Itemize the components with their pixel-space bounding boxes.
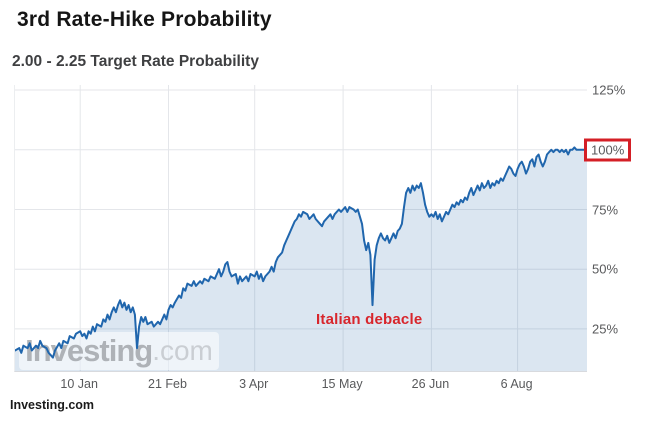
y-axis-label-100-highlighted: 100% <box>584 138 632 162</box>
y-axis-label-75: 75% <box>592 202 619 217</box>
x-axis-label-15-may: 15 May <box>321 377 363 391</box>
chart-subtitle: 2.00 - 2.25 Target Rate Probability <box>12 53 259 70</box>
chart-grid-and-fill <box>15 85 587 371</box>
x-axis-label-6-aug: 6 Aug <box>500 377 533 391</box>
annotation-italian-debacle: Italian debacle <box>316 311 423 328</box>
source-label: Investing.com <box>10 398 95 412</box>
x-axis-label-21-feb: 21 Feb <box>148 377 187 391</box>
y-axis-label-125: 125% <box>592 82 626 98</box>
plot-area: Investing .com Italian debacle <box>14 85 587 372</box>
x-axis-label-26-jun: 26 Jun <box>411 377 450 391</box>
probability-line <box>15 146 587 359</box>
x-axis-label-10-jan: 10 Jan <box>60 377 98 391</box>
y-axis-label-50: 50% <box>592 261 619 277</box>
y-axis: 25% 50% 75% 100% 125% <box>584 82 667 371</box>
x-axis-label-3-apr: 3 Apr <box>239 377 269 391</box>
x-axis: 10 Jan 21 Feb 3 Apr 15 May 26 Jun 6 Aug <box>14 377 586 393</box>
y-axis-label-25: 25% <box>592 321 619 337</box>
page-title: 3rd Rate-Hike Probability <box>17 8 272 31</box>
